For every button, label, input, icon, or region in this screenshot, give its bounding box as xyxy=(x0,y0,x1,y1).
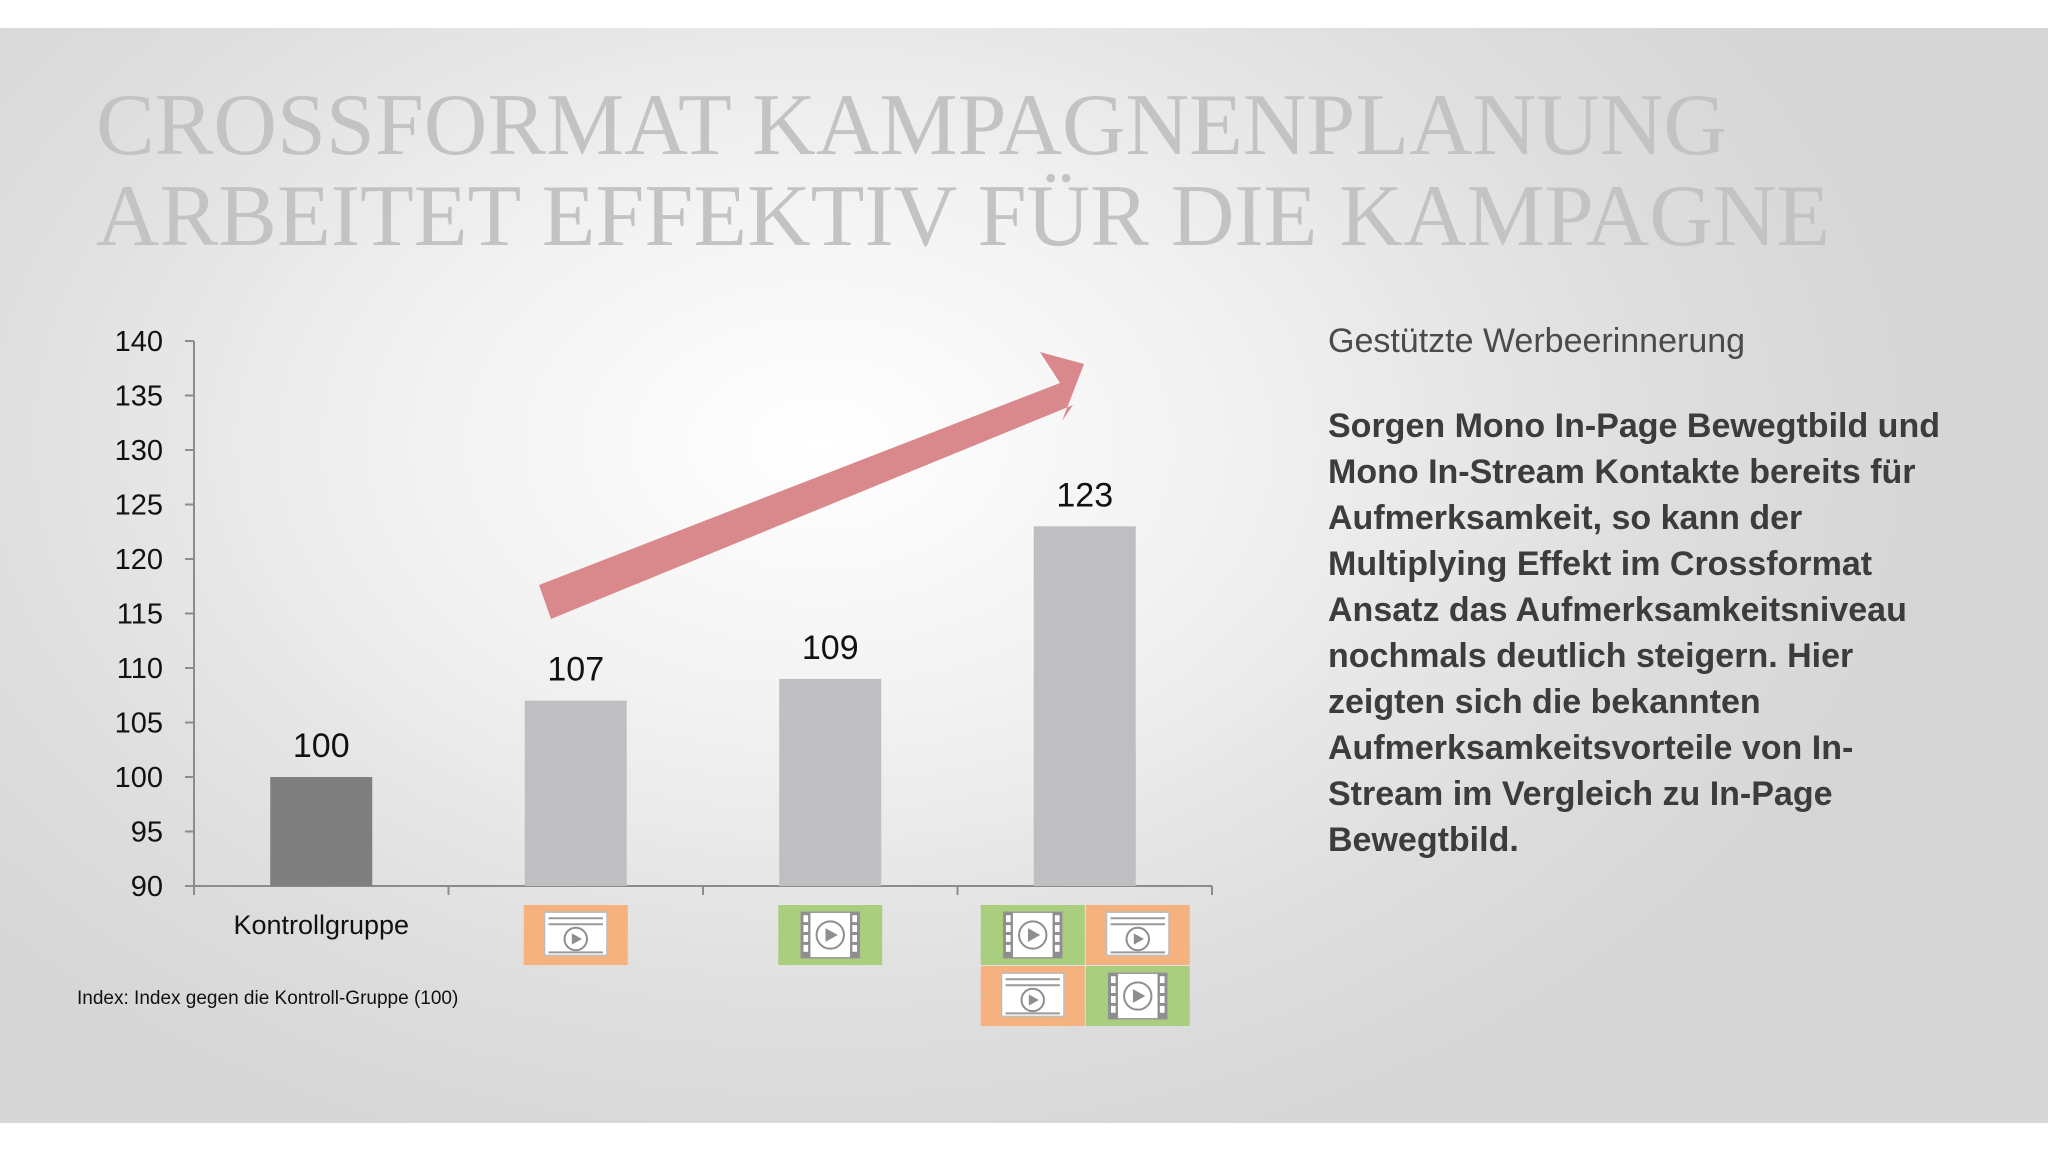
in-page-video-icon xyxy=(523,905,628,965)
footnote: Index: Index gegen die Kontroll-Gruppe (… xyxy=(77,988,459,1009)
bars xyxy=(270,526,1136,886)
slide-title-line-1: CROSSFORMAT KAMPAGNENPLANUNG xyxy=(96,77,1727,174)
data-label: 109 xyxy=(802,629,859,667)
y-tick-label: 120 xyxy=(115,544,163,576)
category-labels: Kontrollgruppe xyxy=(233,910,409,940)
y-tick-label: 140 xyxy=(115,326,163,358)
slide-title-line-2: ARBEITET EFFEKTIV FÜR DIE KAMPAGNE xyxy=(96,168,1831,265)
category-label: Kontrollgruppe xyxy=(233,910,409,940)
bar xyxy=(524,700,627,886)
panel-heading: Gestützte Werbeerinnerung xyxy=(1328,322,1746,360)
data-label: 100 xyxy=(293,727,350,765)
text-panel: Gestützte Werbeerinnerung Sorgen Mono In… xyxy=(1328,321,1948,863)
slide: CROSSFORMAT KAMPAGNENPLANUNG ARBEITET EF… xyxy=(0,28,2048,1123)
y-tick-label: 105 xyxy=(115,708,163,740)
bar xyxy=(1033,526,1136,886)
data-labels: 100 107 109 123 xyxy=(293,476,1113,765)
bar xyxy=(779,678,882,886)
y-tick-label: 90 xyxy=(131,871,163,903)
category-icons xyxy=(523,905,1190,1026)
y-tick-label: 95 xyxy=(131,817,163,849)
y-tick-label: 110 xyxy=(117,653,163,685)
in-page-video-icon xyxy=(1085,905,1190,965)
data-label: 107 xyxy=(547,651,604,689)
y-tick-label: 115 xyxy=(117,599,163,631)
in-page-video-icon xyxy=(980,966,1085,1026)
panel-body: Sorgen Mono In-Page Bewegtbild und Mono … xyxy=(1328,407,1940,859)
bar xyxy=(270,777,373,886)
trend-arrow-shape xyxy=(539,352,1084,619)
trend-arrow xyxy=(539,352,1084,619)
in-stream-video-icon xyxy=(980,905,1085,965)
y-axis: 90 95 100 105 110 115 120 125 130 135 140 xyxy=(115,326,195,903)
y-tick-label: 135 xyxy=(115,381,163,413)
y-tick-label: 100 xyxy=(115,762,163,794)
data-label: 123 xyxy=(1056,476,1113,514)
in-stream-video-icon xyxy=(778,905,883,965)
in-stream-video-icon xyxy=(1085,966,1190,1026)
y-tick-label: 125 xyxy=(115,490,163,522)
x-axis xyxy=(193,885,1213,895)
y-tick-label: 130 xyxy=(115,435,163,467)
